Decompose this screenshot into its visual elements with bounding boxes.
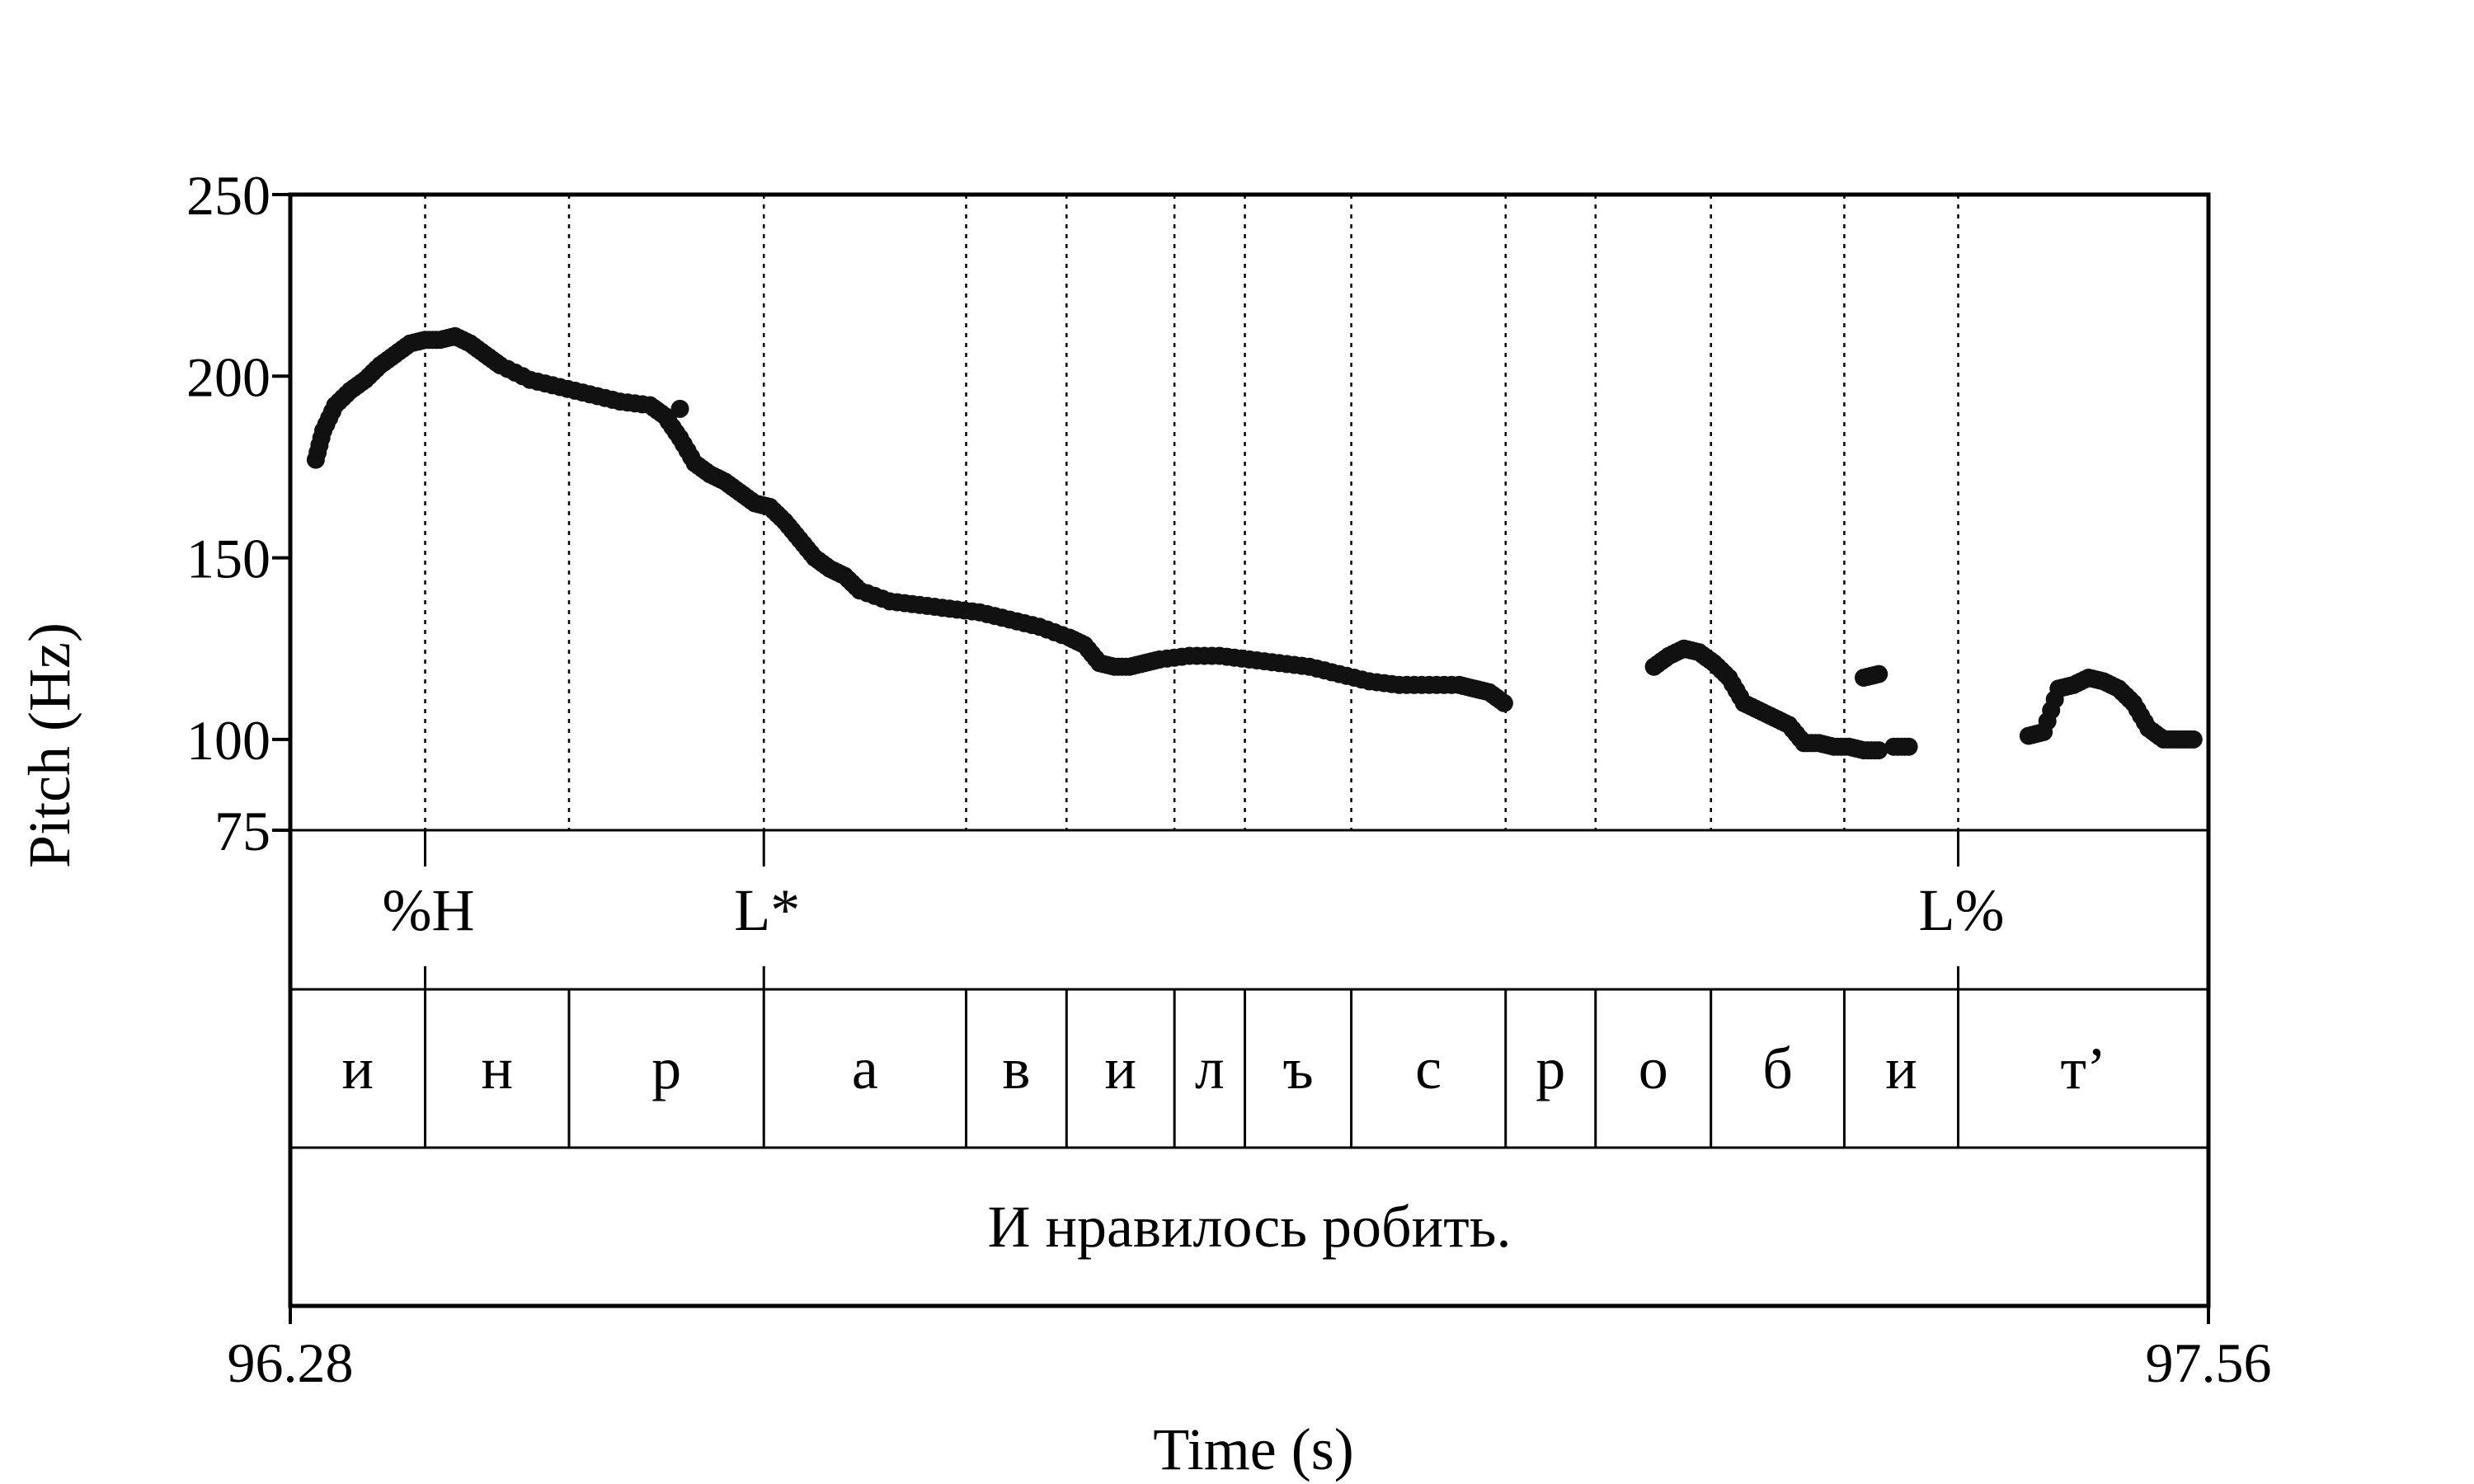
segment-label: с: [1415, 1036, 1442, 1101]
pitch-point: [1494, 693, 1513, 712]
segment-label: о: [1639, 1036, 1668, 1101]
segment-label: ъ: [1282, 1036, 1313, 1101]
pitch-points: [306, 326, 2203, 760]
tone-tier: %H L* L%: [383, 877, 2005, 943]
y-tick-label: 100: [186, 709, 270, 772]
x-tick-label: 96.28: [228, 1331, 354, 1394]
tone-label: L*: [734, 877, 800, 943]
utterance-label: И нравилось робить.: [988, 1194, 1512, 1260]
segment-label: б: [1762, 1036, 1793, 1101]
segment-label: н: [482, 1036, 514, 1101]
segment-label: в: [1002, 1036, 1030, 1101]
pitch-point: [2184, 730, 2203, 749]
y-axis-title: Pitch (Hz): [16, 622, 82, 868]
y-tick-label: 200: [186, 345, 270, 408]
x-axis-title: Time (s): [1153, 1416, 1353, 1482]
pitch-point: [1899, 737, 1918, 756]
x-tick-label: 97.56: [2146, 1331, 2272, 1394]
segment-tier: и н р а в и л ъ с р о б и т’: [342, 1036, 2106, 1101]
segment-label: и: [1885, 1036, 1917, 1101]
y-tick-label: 75: [214, 800, 270, 862]
utterance-tier: И нравилось робить.: [988, 1194, 1512, 1260]
segment-label: р: [1536, 1036, 1565, 1101]
tier-separator-lines: [290, 829, 2208, 1149]
segment-label: и: [342, 1036, 374, 1101]
segment-label: л: [1195, 1036, 1225, 1101]
plot-frame: [288, 192, 2211, 1308]
tone-label: L%: [1919, 877, 2005, 943]
pitch-point: [670, 399, 689, 418]
y-tick-label: 150: [186, 528, 270, 590]
tone-label: %H: [383, 877, 475, 943]
y-tick-label: 250: [186, 164, 270, 227]
segment-label: т’: [2061, 1036, 2106, 1101]
segment-label: и: [1104, 1036, 1136, 1101]
segment-label: а: [852, 1036, 878, 1101]
pitch-point: [1870, 665, 1888, 683]
x-axis-ticks: 96.28 97.56: [228, 1306, 2272, 1394]
segment-label: р: [651, 1036, 681, 1101]
segment-boundary-lines: [424, 195, 1960, 1148]
pitch-point: [1870, 741, 1888, 760]
y-axis-ticks: 75 100 150 200 250: [186, 164, 290, 862]
